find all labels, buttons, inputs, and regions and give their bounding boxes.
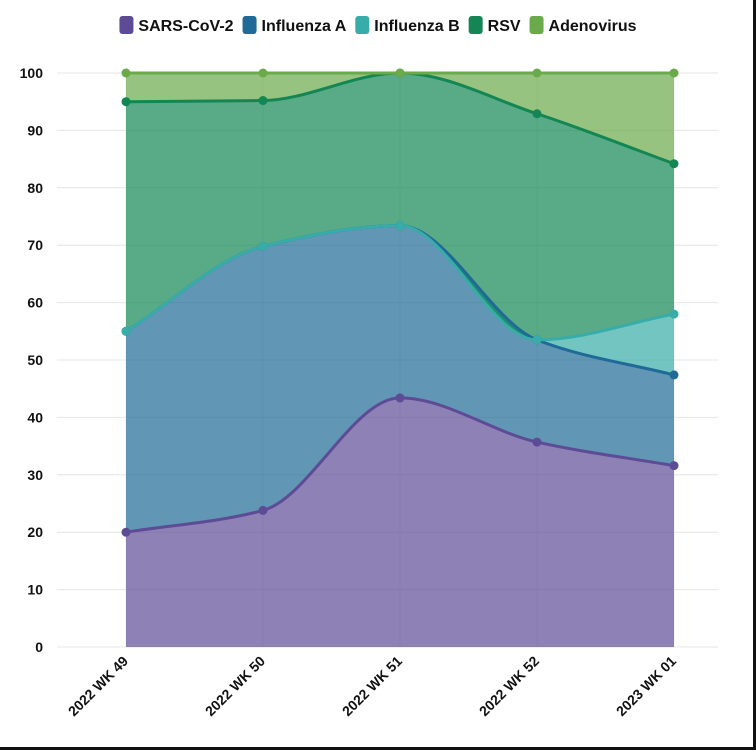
- y-axis: 0 10 20 30 40 50 60 70 80 90 100: [20, 65, 44, 655]
- rsv-point: [121, 97, 131, 107]
- rsv-point: [532, 109, 542, 119]
- adenovirus-point: [258, 68, 268, 78]
- x-tick-label: 2022 WK 51: [339, 653, 405, 719]
- y-tick-label: 30: [27, 467, 43, 483]
- sars-cov-2-point: [395, 393, 405, 403]
- influenza-a-legend-label: Influenza A: [262, 18, 347, 35]
- x-tick-label: 2022 WK 52: [476, 653, 542, 719]
- data-points: [121, 68, 679, 537]
- influenza-b-point: [395, 221, 405, 231]
- x-tick-label: 2022 WK 49: [65, 653, 131, 719]
- adenovirus-point: [121, 68, 131, 78]
- influenza-b-legend-swatch: [355, 16, 370, 34]
- influenza-b-area: [126, 225, 674, 375]
- influenza-b-legend-label: Influenza B: [374, 18, 459, 35]
- areas: [126, 73, 674, 647]
- influenza-b-point: [121, 326, 131, 336]
- rsv-area: [126, 73, 674, 340]
- adenovirus-point: [669, 68, 679, 78]
- y-tick-label: 70: [27, 237, 43, 253]
- sars-cov-2-point: [258, 505, 268, 515]
- influenza-b-point: [669, 309, 679, 319]
- sars-cov-2-legend-label: SARS-CoV-2: [138, 18, 233, 35]
- y-tick-label: 50: [27, 352, 43, 368]
- y-tick-label: 10: [27, 582, 43, 598]
- y-tick-label: 20: [27, 524, 43, 540]
- y-tick-label: 0: [35, 639, 43, 655]
- influenza-a-legend-swatch: [242, 16, 257, 34]
- rsv-point: [258, 96, 268, 106]
- rsv-point: [669, 159, 679, 169]
- y-tick-label: 60: [27, 295, 43, 311]
- influenza-a-area: [126, 225, 674, 533]
- x-tick-label: 2022 WK 50: [202, 653, 268, 719]
- influenza-a-point: [669, 370, 679, 380]
- sars-cov-2-point: [669, 461, 679, 471]
- adenovirus-area: [126, 73, 674, 164]
- influenza-b-point: [258, 241, 268, 251]
- y-tick-label: 80: [27, 180, 43, 196]
- y-tick-label: 40: [27, 409, 43, 425]
- adenovirus-point: [532, 68, 542, 78]
- adenovirus-point: [395, 68, 405, 78]
- rsv-legend-swatch: [468, 16, 483, 34]
- sars-cov-2-point: [121, 527, 131, 537]
- adenovirus-legend-swatch: [529, 16, 544, 34]
- adenovirus-legend-label: Adenovirus: [549, 18, 637, 35]
- y-tick-label: 100: [20, 65, 44, 81]
- influenza-b-point: [532, 335, 542, 345]
- x-tick-label: 2023 WK 01: [613, 653, 679, 719]
- sars-cov-2-point: [532, 437, 542, 447]
- sars-cov-2-area: [126, 397, 674, 647]
- x-axis: 2022 WK 49 2022 WK 50 2022 WK 51 2022 WK 52…: [65, 653, 679, 719]
- rsv-legend-label: RSV: [488, 18, 521, 35]
- legend: SARS-CoV-2 Influenza A Influenza B RSV Adeno…: [119, 16, 637, 35]
- sars-cov-2-legend-swatch: [119, 16, 134, 34]
- y-tick-label: 90: [27, 122, 43, 138]
